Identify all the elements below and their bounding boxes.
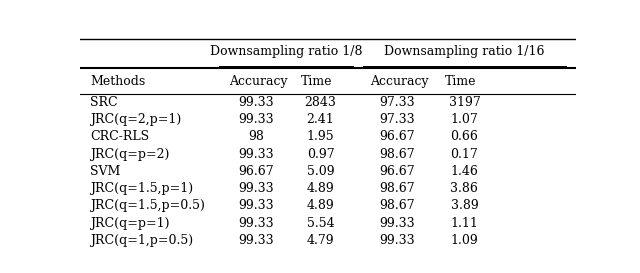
Text: 98: 98 — [248, 130, 264, 143]
Text: JRC(q=1.5,p=1): JRC(q=1.5,p=1) — [90, 182, 193, 195]
Text: 96.67: 96.67 — [380, 165, 415, 178]
Text: 1.95: 1.95 — [307, 130, 334, 143]
Text: JRC(q=p=1): JRC(q=p=1) — [90, 216, 170, 230]
Text: 96.67: 96.67 — [380, 130, 415, 143]
Text: 1.46: 1.46 — [451, 165, 478, 178]
Text: 99.33: 99.33 — [238, 199, 274, 212]
Text: Accuracy: Accuracy — [370, 75, 429, 88]
Text: 99.33: 99.33 — [380, 216, 415, 230]
Text: JRC(q=1.5,p=0.5): JRC(q=1.5,p=0.5) — [90, 199, 205, 212]
Text: 99.33: 99.33 — [238, 96, 274, 109]
Text: Downsampling ratio 1/16: Downsampling ratio 1/16 — [384, 45, 545, 58]
Text: 1.07: 1.07 — [451, 113, 478, 126]
Text: Methods: Methods — [90, 75, 145, 88]
Text: Downsampling ratio 1/8: Downsampling ratio 1/8 — [209, 45, 362, 58]
Text: SVM: SVM — [90, 165, 120, 178]
Text: 3.86: 3.86 — [451, 182, 478, 195]
Text: 2.41: 2.41 — [307, 113, 335, 126]
Text: 98.67: 98.67 — [380, 182, 415, 195]
Text: CRC-RLS: CRC-RLS — [90, 130, 149, 143]
Text: 5.09: 5.09 — [307, 165, 334, 178]
Text: 1.11: 1.11 — [451, 216, 478, 230]
Text: 99.33: 99.33 — [238, 234, 274, 247]
Text: 4.79: 4.79 — [307, 234, 334, 247]
Text: 99.33: 99.33 — [238, 147, 274, 161]
Text: Time: Time — [445, 75, 476, 88]
Text: 3.89: 3.89 — [451, 199, 478, 212]
Text: 4.89: 4.89 — [307, 199, 335, 212]
Text: 2843: 2843 — [305, 96, 337, 109]
Text: 99.33: 99.33 — [238, 216, 274, 230]
Text: 99.33: 99.33 — [238, 113, 274, 126]
Text: 1.09: 1.09 — [451, 234, 478, 247]
Text: JRC(q=p=2): JRC(q=p=2) — [90, 147, 170, 161]
Text: SRC: SRC — [90, 96, 118, 109]
Text: 4.89: 4.89 — [307, 182, 335, 195]
Text: 0.66: 0.66 — [451, 130, 478, 143]
Text: 97.33: 97.33 — [380, 96, 415, 109]
Text: 0.17: 0.17 — [451, 147, 478, 161]
Text: JRC(q=1,p=0.5): JRC(q=1,p=0.5) — [90, 234, 193, 247]
Text: 99.33: 99.33 — [238, 182, 274, 195]
Text: 97.33: 97.33 — [380, 113, 415, 126]
Text: 5.54: 5.54 — [307, 216, 334, 230]
Text: 3197: 3197 — [449, 96, 480, 109]
Text: 0.97: 0.97 — [307, 147, 334, 161]
Text: 98.67: 98.67 — [380, 147, 415, 161]
Text: 98.67: 98.67 — [380, 199, 415, 212]
Text: JRC(q=2,p=1): JRC(q=2,p=1) — [90, 113, 181, 126]
Text: 96.67: 96.67 — [238, 165, 274, 178]
Text: Accuracy: Accuracy — [229, 75, 287, 88]
Text: Time: Time — [301, 75, 332, 88]
Text: 99.33: 99.33 — [380, 234, 415, 247]
